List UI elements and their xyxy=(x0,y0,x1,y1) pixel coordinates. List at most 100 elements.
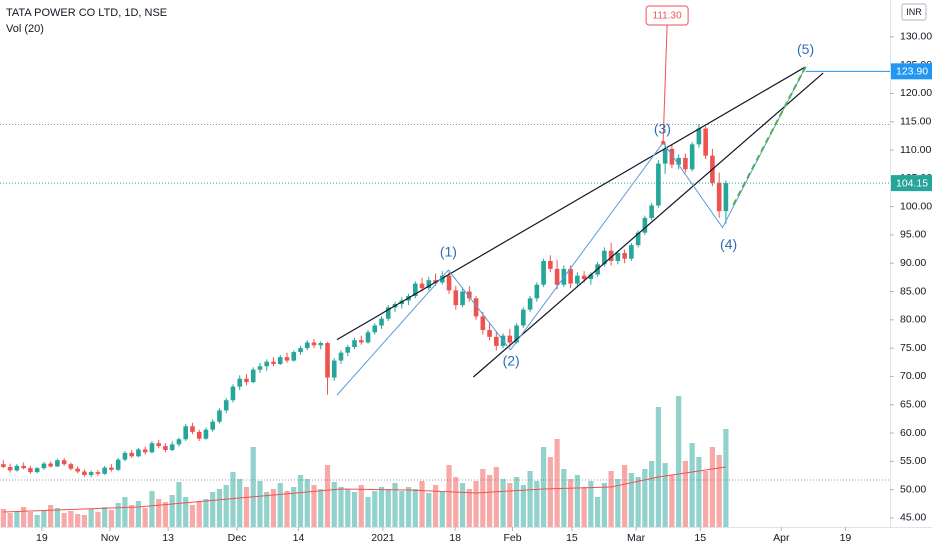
y-tick-label: 110.00 xyxy=(900,144,931,156)
volume-bar xyxy=(68,511,74,527)
candle-body xyxy=(136,449,141,457)
volume-bar xyxy=(41,510,47,527)
x-tick-label: 2021 xyxy=(371,532,395,544)
x-tick-label: Apr xyxy=(773,532,790,544)
y-tick-label: 100.00 xyxy=(900,200,932,212)
x-tick-label: Feb xyxy=(503,532,521,544)
candle-body xyxy=(588,274,594,280)
candle-body xyxy=(331,360,337,378)
last-price-badge xyxy=(891,175,932,192)
y-tick-label: 50.00 xyxy=(900,483,926,495)
volume-bar xyxy=(716,455,722,527)
volume-bar xyxy=(257,481,263,527)
target-label: 123.90 xyxy=(896,66,928,78)
volume-bar xyxy=(122,497,128,527)
volume-bar xyxy=(493,467,499,527)
volume-bar xyxy=(183,497,189,527)
candle-body xyxy=(237,378,243,387)
candle-body xyxy=(372,325,378,333)
y-tick-label: 130.00 xyxy=(900,31,932,43)
y-tick-label: 45.00 xyxy=(900,512,926,524)
candle-body xyxy=(48,463,53,467)
volume-bar xyxy=(480,469,486,527)
volume-bar xyxy=(338,487,344,527)
candle-body xyxy=(217,410,222,422)
volume-bar xyxy=(156,499,162,527)
volume-bar xyxy=(230,472,236,527)
candle-body xyxy=(34,468,40,473)
wave-label: (1) xyxy=(440,244,457,260)
volume-bar xyxy=(601,483,607,527)
candle-body xyxy=(122,452,128,460)
volume-bar xyxy=(34,515,40,527)
candle-body xyxy=(1,464,6,467)
candle-body xyxy=(176,439,182,445)
candle-body xyxy=(467,291,472,299)
candle-body xyxy=(460,291,465,306)
candle-body xyxy=(129,452,134,457)
volume-bar xyxy=(14,511,20,527)
y-tick-label: 70.00 xyxy=(900,370,926,382)
candle-body xyxy=(507,335,513,343)
indicator-label: Vol (20) xyxy=(6,23,44,35)
candle-body xyxy=(7,466,13,471)
wave-label: (3) xyxy=(654,120,671,136)
x-tick-label: Dec xyxy=(228,532,247,544)
trendline xyxy=(472,72,824,378)
volume-bar xyxy=(520,485,526,527)
volume-bar xyxy=(642,469,648,527)
volume-bar xyxy=(595,497,601,527)
volume-bar xyxy=(7,513,13,527)
volume-bar xyxy=(399,491,405,527)
volume-bar xyxy=(486,475,493,527)
volume-bar xyxy=(297,475,304,527)
x-tick-label: 15 xyxy=(566,532,578,544)
volume-bar xyxy=(649,461,655,527)
candle-body xyxy=(102,467,107,474)
volume-bar xyxy=(324,465,331,527)
y-tick-label: 95.00 xyxy=(900,229,926,241)
volume-bar xyxy=(622,465,628,527)
volume-bar xyxy=(628,473,634,527)
candle-body xyxy=(480,316,486,331)
candle-body xyxy=(115,459,121,470)
candle-body xyxy=(223,400,229,411)
candle-body xyxy=(676,157,681,165)
candle-body xyxy=(412,283,418,297)
candle-body xyxy=(169,444,175,451)
y-tick-label: 75.00 xyxy=(900,342,926,354)
candle-body xyxy=(649,205,654,218)
candle-body xyxy=(14,465,20,471)
candle-body xyxy=(325,343,330,378)
volume-bar xyxy=(102,507,108,527)
volume-bar xyxy=(567,479,574,527)
currency-label[interactable]: INR xyxy=(906,7,922,17)
candle-body xyxy=(149,443,155,453)
y-tick-label: 120.00 xyxy=(900,87,932,99)
candle-body xyxy=(304,342,310,349)
volume-bar xyxy=(547,457,553,527)
callout-point xyxy=(661,140,666,145)
candle-body xyxy=(250,369,256,383)
candle-body xyxy=(61,460,67,465)
candle-body xyxy=(494,336,499,346)
x-tick-label: 18 xyxy=(449,532,461,544)
volume-bar xyxy=(419,481,425,527)
volume-bar xyxy=(250,447,256,527)
volume-bar xyxy=(703,471,709,527)
volume-bar xyxy=(237,479,243,527)
volume-bar xyxy=(534,481,540,527)
volume-bar xyxy=(95,512,101,527)
candle-body xyxy=(345,346,351,353)
candle-body xyxy=(95,472,101,474)
candle-body xyxy=(244,378,249,383)
volume-bar xyxy=(709,447,716,527)
y-tick-label: 60.00 xyxy=(900,427,926,439)
candle-body xyxy=(352,340,357,347)
currency-box[interactable] xyxy=(901,3,927,21)
candle-body xyxy=(163,446,168,451)
callout-box xyxy=(645,5,689,26)
target-badge xyxy=(891,63,932,80)
volume-bar xyxy=(439,491,445,527)
